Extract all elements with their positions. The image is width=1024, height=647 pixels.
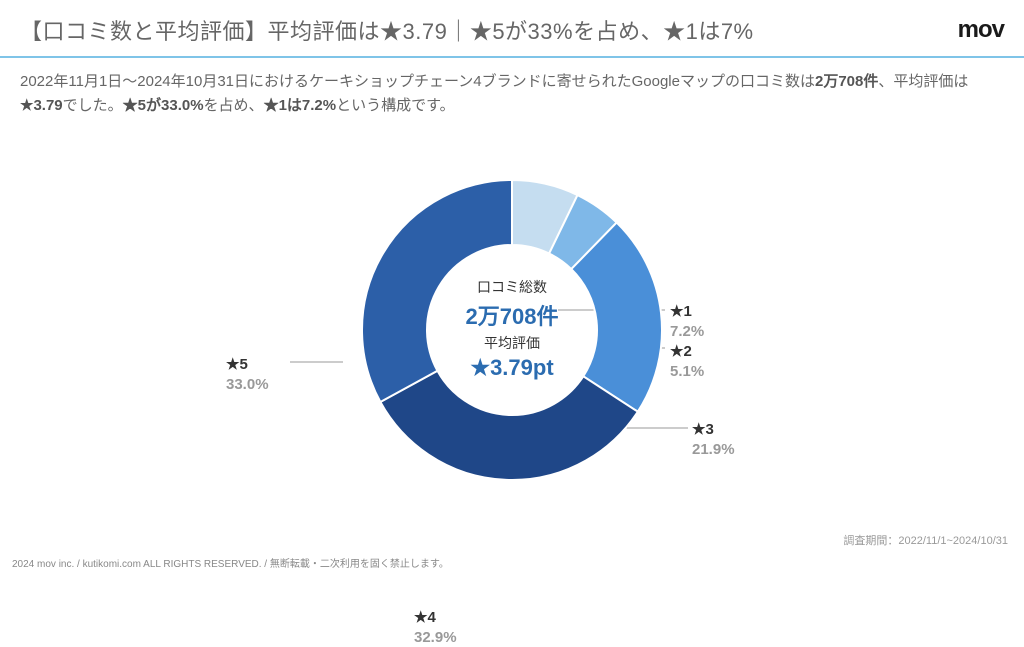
segment-label: ★432.9%: [414, 608, 457, 647]
desc-bold: ★1は7.2%: [264, 97, 337, 114]
footer-text: 2024 mov inc. / kutikomi.com ALL RIGHTS …: [12, 555, 449, 570]
center-value: 2万708件: [432, 299, 592, 331]
period-text: 調査期間：2022/11/1~2024/10/31: [843, 532, 1008, 548]
chart-area: 口コミ総数 2万708件 平均評価 ★3.79pt ★17.2%★25.1% ★3…: [0, 130, 1024, 530]
desc-text: 2022年11月1日〜2024年10月31日におけるケーキショップチェーン4ブラ…: [20, 73, 815, 90]
segment-label: ★533.0%: [226, 355, 269, 394]
description: 2022年11月1日〜2024年10月31日におけるケーキショップチェーン4ブラ…: [0, 58, 1024, 130]
logo: mov: [958, 16, 1004, 44]
segment-label: ★17.2%: [670, 302, 704, 341]
desc-text: を占め、: [204, 97, 264, 114]
desc-text: でした。: [63, 97, 123, 114]
center-value: ★3.79pt: [432, 355, 592, 381]
donut-chart: 口コミ総数 2万708件 平均評価 ★3.79pt: [362, 180, 662, 480]
desc-bold: ★3.79: [20, 97, 63, 114]
desc-bold: 2万708件: [815, 73, 878, 90]
chart-center: 口コミ総数 2万708件 平均評価 ★3.79pt: [432, 277, 592, 383]
desc-bold: ★5が33.0%: [123, 97, 204, 114]
segment-label: ★25.1%: [670, 342, 704, 381]
center-label: 口コミ総数: [432, 277, 592, 297]
header: 【口コミ数と平均評価】平均評価は★3.79｜★5が33%を占め、★1は7% mo…: [0, 0, 1024, 56]
donut-segment: [380, 371, 637, 480]
desc-text: という構成です。: [336, 97, 455, 114]
desc-text: 、平均評価は: [878, 73, 968, 90]
page-title: 【口コミ数と平均評価】平均評価は★3.79｜★5が33%を占め、★1は7%: [20, 14, 754, 46]
center-label: 平均評価: [432, 333, 592, 353]
segment-label: ★321.9%: [692, 420, 735, 459]
